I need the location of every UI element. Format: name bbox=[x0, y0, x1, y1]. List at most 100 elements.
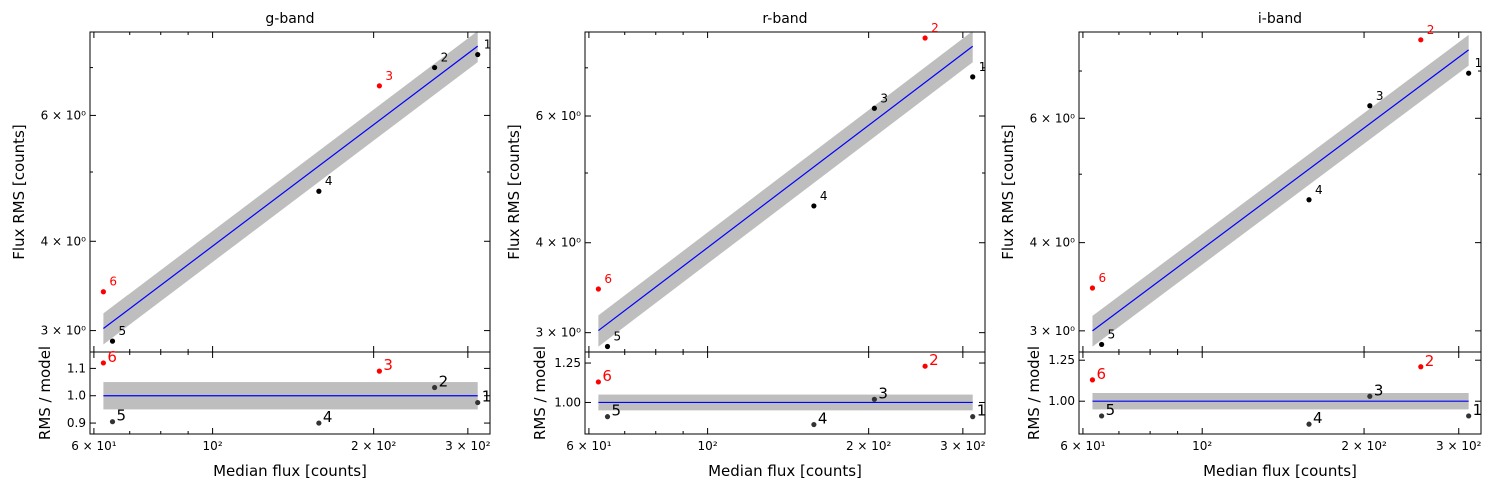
y-tick-label: 3 × 10⁰ bbox=[1030, 324, 1076, 338]
bottom-axes-frame bbox=[584, 351, 986, 435]
y-tick-label: 4 × 10⁰ bbox=[1030, 236, 1076, 250]
data-point-label: 5 bbox=[119, 324, 127, 338]
y-axis-label: Flux RMS [counts] bbox=[10, 124, 28, 259]
data-point-6 bbox=[1089, 285, 1096, 291]
residual-point-2 bbox=[1418, 364, 1424, 370]
data-point-2 bbox=[1418, 37, 1424, 43]
residual-point-5 bbox=[604, 414, 611, 420]
fit-line bbox=[598, 45, 974, 332]
y-tick-label: 4 × 10⁰ bbox=[536, 236, 582, 250]
bottom-axes-frame bbox=[89, 351, 491, 435]
data-point-label: 3 bbox=[385, 69, 393, 83]
residual-point-label: 4 bbox=[818, 410, 828, 428]
x-tick-label: 10² bbox=[1192, 439, 1212, 453]
chart-title: i-band bbox=[1258, 11, 1302, 27]
residual-y-tick-label: 1.1 bbox=[67, 361, 86, 375]
residual-point-2 bbox=[432, 384, 438, 391]
x-tick-label: 10² bbox=[698, 439, 718, 453]
data-point-label: 2 bbox=[441, 51, 449, 65]
residual-point-label: 4 bbox=[1313, 409, 1323, 427]
residual-point-1 bbox=[1466, 413, 1472, 419]
data-point-2 bbox=[922, 35, 928, 41]
residual-point-6 bbox=[595, 379, 601, 385]
data-point-label: 1 bbox=[979, 60, 987, 74]
data-point-label: 6 bbox=[109, 275, 117, 289]
residual-point-label: 3 bbox=[878, 384, 888, 402]
x-tick-label: 10² bbox=[203, 439, 223, 453]
x-axis-label: Median flux [counts] bbox=[213, 462, 367, 480]
y-tick-label: 3 × 10⁰ bbox=[41, 324, 87, 338]
data-point-6 bbox=[595, 286, 601, 292]
residual-point-label: 1 bbox=[482, 388, 492, 406]
y-axis-label: Flux RMS [counts] bbox=[505, 124, 523, 259]
residual-point-label: 2 bbox=[1425, 352, 1435, 370]
x-tick-label: 3 × 10² bbox=[940, 439, 986, 453]
residual-point-label: 6 bbox=[1096, 365, 1106, 383]
y-axis-label: Flux RMS [counts] bbox=[999, 124, 1017, 259]
residual-point-5 bbox=[109, 419, 116, 425]
residual-point-4 bbox=[316, 420, 322, 426]
y-tick-label: 6 × 10⁰ bbox=[41, 108, 87, 122]
residual-point-1 bbox=[475, 399, 481, 406]
fit-line bbox=[1092, 49, 1470, 332]
residual-point-label: 3 bbox=[1374, 381, 1384, 399]
data-point-label: 1 bbox=[1475, 56, 1483, 70]
data-point-4 bbox=[811, 203, 817, 209]
data-point-1 bbox=[1466, 70, 1472, 76]
data-point-2 bbox=[432, 64, 438, 71]
data-point-label: 6 bbox=[604, 272, 612, 286]
x-axis-label: Median flux [counts] bbox=[708, 462, 862, 480]
residual-point-label: 4 bbox=[323, 408, 333, 426]
residual-y-axis-label: RMS / model bbox=[36, 346, 54, 440]
data-point-3 bbox=[376, 83, 382, 89]
residual-point-label: 2 bbox=[929, 351, 939, 369]
chart-panel-g-band: 6 × 10¹ 10² 2 × 10² 3 × 10² 3 × 10⁰ 4 × 10⁰ 6 … bbox=[10, 11, 491, 480]
residual-point-label: 1 bbox=[977, 402, 987, 420]
residual-y-tick-label: 1.00 bbox=[554, 395, 581, 409]
residual-point-5 bbox=[1099, 413, 1105, 419]
fit-line bbox=[103, 45, 479, 330]
data-point-5 bbox=[604, 343, 611, 350]
residual-point-label: 3 bbox=[383, 356, 393, 374]
data-point-6 bbox=[100, 289, 106, 295]
y-tick-label: 4 × 10⁰ bbox=[41, 234, 87, 248]
residual-y-axis-label: RMS / model bbox=[1025, 346, 1043, 440]
residual-point-6 bbox=[1089, 377, 1096, 383]
residual-point-label: 6 bbox=[107, 348, 117, 366]
residual-point-label: 5 bbox=[117, 407, 127, 425]
data-point-label: 4 bbox=[325, 174, 333, 188]
residual-point-3 bbox=[871, 396, 877, 402]
residual-point-label: 5 bbox=[1106, 401, 1116, 419]
data-point-1 bbox=[475, 51, 481, 58]
x-tick-label: 3 × 10² bbox=[1436, 439, 1482, 453]
data-point-4 bbox=[1306, 197, 1312, 203]
data-point-label: 2 bbox=[1427, 23, 1435, 37]
residual-point-label: 2 bbox=[439, 373, 449, 391]
x-tick-label: 6 × 10¹ bbox=[566, 439, 612, 453]
data-point-label: 3 bbox=[880, 91, 888, 105]
residual-y-tick-label: 1.25 bbox=[554, 356, 581, 370]
y-tick-label: 6 × 10⁰ bbox=[536, 109, 582, 123]
data-point-3 bbox=[871, 105, 877, 111]
residual-y-axis-label: RMS / model bbox=[531, 346, 549, 440]
chart-panel-i-band: 6 × 10¹ 10² 2 × 10² 3 × 10² 3 × 10⁰ 4 × 10⁰ 6 … bbox=[999, 11, 1482, 480]
data-point-label: 6 bbox=[1098, 271, 1106, 285]
residual-point-label: 5 bbox=[612, 402, 622, 420]
residual-point-2 bbox=[922, 363, 928, 369]
bottom-axes-frame bbox=[1078, 351, 1482, 435]
x-tick-label: 2 × 10² bbox=[1341, 439, 1387, 453]
x-axis-label: Median flux [counts] bbox=[1203, 462, 1357, 480]
residual-point-1 bbox=[970, 414, 976, 420]
y-tick-label: 6 × 10⁰ bbox=[1030, 111, 1076, 125]
data-point-3 bbox=[1367, 103, 1373, 109]
x-tick-label: 6 × 10¹ bbox=[71, 439, 117, 453]
chart-title: r-band bbox=[762, 11, 807, 27]
y-tick-label: 3 × 10⁰ bbox=[536, 326, 582, 340]
chart-title: g-band bbox=[265, 11, 314, 27]
data-point-1 bbox=[970, 74, 976, 80]
data-point-label: 5 bbox=[614, 330, 622, 344]
data-point-5 bbox=[1099, 341, 1105, 348]
residual-point-6 bbox=[100, 360, 106, 366]
chart-panel-r-band: 6 × 10¹ 10² 2 × 10² 3 × 10² 3 × 10⁰ 4 × 10⁰ 6 … bbox=[505, 11, 986, 480]
